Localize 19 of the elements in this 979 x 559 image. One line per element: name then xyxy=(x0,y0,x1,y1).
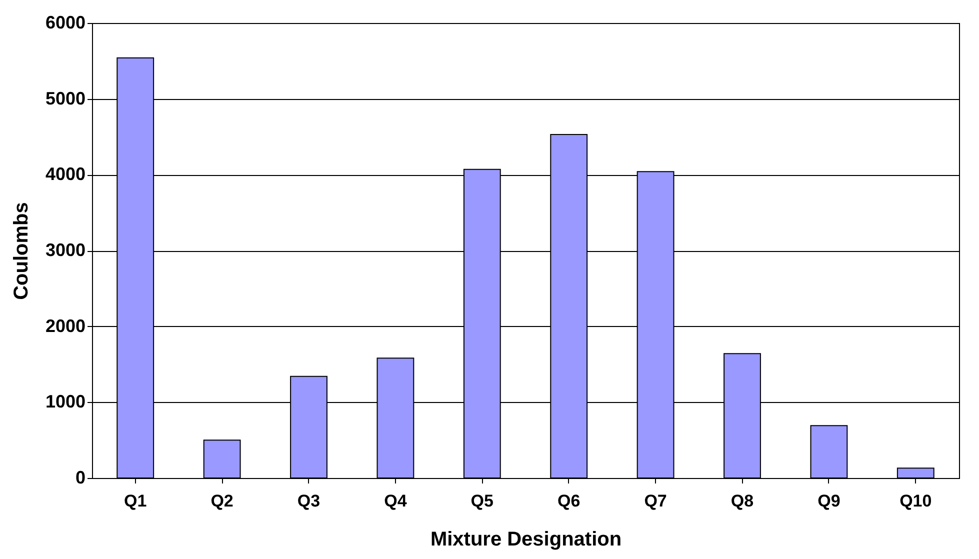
x-tick-label: Q10 xyxy=(900,492,932,510)
y-axis-title: Coulombs xyxy=(10,202,32,300)
y-tick-label: 4000 xyxy=(45,164,86,184)
y-tick-label: 0 xyxy=(75,468,86,488)
x-tick-label: Q6 xyxy=(558,492,580,510)
y-tick-label: 3000 xyxy=(45,240,86,260)
x-tick-label: Q9 xyxy=(818,492,840,510)
x-tick-label: Q7 xyxy=(644,492,667,510)
x-tick-label: Q4 xyxy=(384,492,408,510)
x-tick-label: Q5 xyxy=(470,492,494,510)
x-axis-title: Mixture Designation xyxy=(430,528,622,550)
x-tick-label: Q1 xyxy=(124,492,147,510)
y-tick-label: 2000 xyxy=(45,316,86,336)
y-tick-label: 6000 xyxy=(45,12,86,32)
x-tick-label: Q2 xyxy=(210,492,234,510)
y-tick-label: 1000 xyxy=(45,392,86,412)
x-tick-label: Q3 xyxy=(297,492,320,510)
y-tick-label: 5000 xyxy=(45,88,86,108)
x-tick-label: Q8 xyxy=(730,492,754,510)
